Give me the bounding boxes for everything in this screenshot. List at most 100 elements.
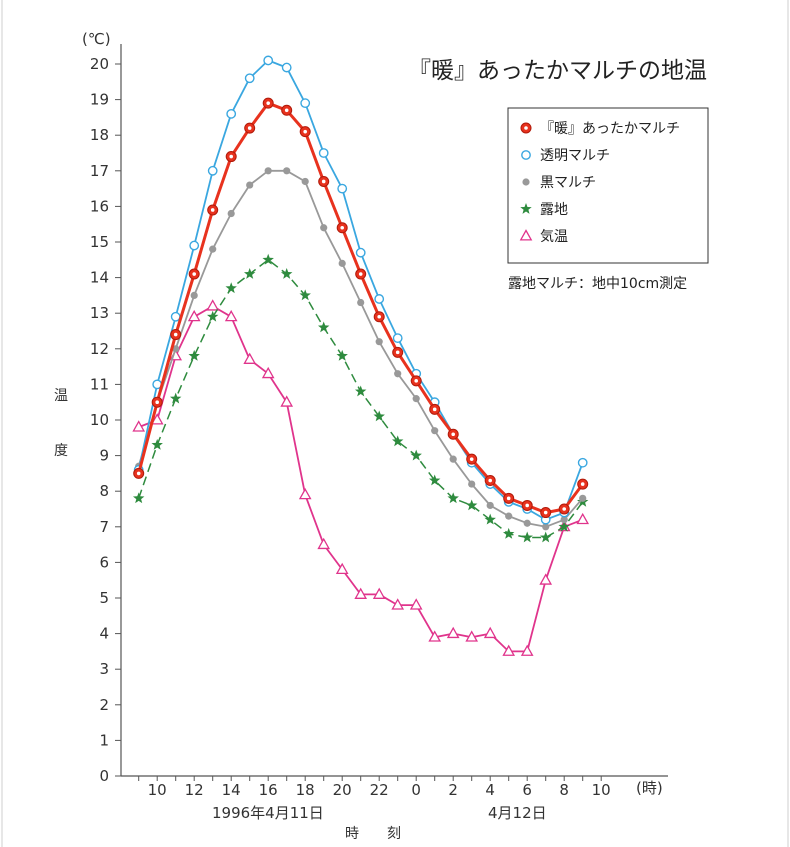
x-tick-label: 16 — [259, 781, 278, 799]
y-tick-label: 17 — [90, 162, 109, 180]
data-point-center — [377, 314, 382, 319]
data-point-center — [358, 272, 363, 276]
data-point — [374, 294, 385, 304]
y-tick-label: 18 — [90, 126, 109, 144]
data-point — [264, 167, 272, 175]
data-point-center — [210, 208, 215, 212]
y-tick-label: 20 — [90, 55, 109, 73]
series-3 — [135, 167, 587, 531]
data-point — [428, 474, 441, 486]
y-axis-title-char-1: 温 — [54, 388, 68, 404]
data-point — [243, 268, 256, 279]
legend-label: 黒マルチ — [540, 175, 596, 191]
x-tick-label: 6 — [522, 781, 532, 799]
y-tick-label: 19 — [90, 91, 109, 109]
data-point-center — [321, 179, 326, 184]
data-point — [317, 537, 331, 550]
data-point — [354, 587, 368, 599]
data-point — [188, 349, 200, 361]
y-axis-title-char-2: 度 — [54, 443, 68, 459]
data-point — [150, 413, 164, 425]
data-point — [484, 513, 496, 525]
y-tick-label: 14 — [90, 269, 109, 287]
data-point — [449, 455, 457, 463]
data-point — [132, 420, 146, 432]
data-point — [187, 309, 201, 322]
data-point — [391, 435, 404, 447]
data-point — [132, 492, 145, 504]
data-point — [521, 531, 533, 543]
legend-marker — [519, 229, 533, 241]
data-point — [317, 321, 330, 333]
legend-marker-center — [524, 126, 528, 130]
date-label-day-1: 1996年4月11日 — [212, 804, 324, 822]
data-point — [190, 291, 198, 299]
x-tick-label: 12 — [185, 781, 204, 799]
legend-marker — [521, 150, 531, 160]
data-point-center — [488, 478, 493, 483]
data-point — [262, 253, 274, 265]
data-point-center — [414, 379, 419, 383]
y-tick-label: 16 — [90, 197, 109, 215]
data-point — [207, 165, 218, 176]
series-line-5 — [138, 305, 584, 653]
legend-marker — [520, 203, 532, 214]
x-axis-title: 時 刻 — [345, 826, 401, 842]
data-point-center — [395, 350, 400, 355]
data-point — [151, 438, 163, 450]
data-point — [505, 512, 513, 520]
y-tick-label: 12 — [90, 340, 109, 358]
data-point — [394, 370, 402, 378]
data-point — [392, 333, 403, 344]
data-point — [539, 531, 552, 543]
series-4 — [132, 253, 589, 543]
data-point-center — [580, 482, 585, 486]
data-point — [226, 108, 237, 119]
data-point — [483, 626, 497, 639]
y-tick-label: 7 — [99, 518, 109, 536]
legend-marker — [522, 178, 530, 186]
y-tick-label: 9 — [99, 447, 109, 465]
data-point — [428, 630, 442, 642]
x-tick-label: 10 — [148, 781, 167, 799]
y-unit-label: (℃) — [82, 30, 111, 48]
data-point — [261, 366, 275, 379]
x-tick-label: 18 — [296, 781, 315, 799]
data-point — [520, 644, 534, 656]
legend-label: 透明マルチ — [540, 148, 610, 164]
y-tick-label: 10 — [90, 411, 109, 429]
data-point — [281, 62, 292, 73]
data-point — [502, 527, 515, 539]
data-point — [446, 626, 460, 639]
legend-label: 露地 — [540, 202, 568, 218]
y-tick-label: 8 — [99, 482, 109, 500]
y-tick-label: 2 — [99, 696, 109, 714]
data-point — [431, 427, 439, 435]
data-point — [560, 516, 568, 524]
data-point — [169, 392, 182, 404]
data-point — [299, 289, 311, 301]
x-tick-label: 20 — [333, 781, 352, 799]
data-point — [298, 487, 312, 500]
data-point-center — [266, 101, 271, 105]
x-tick-label: 8 — [559, 781, 569, 799]
data-point — [354, 385, 367, 397]
data-point-center — [506, 496, 511, 501]
data-point — [373, 410, 385, 422]
legend-box — [507, 107, 709, 264]
chart-title: 『暖』あったかマルチの地温 — [408, 58, 707, 84]
data-point — [301, 177, 309, 186]
y-tick-label: 1 — [99, 731, 109, 749]
y-tick-label: 11 — [90, 375, 109, 393]
x-tick-label: 0 — [411, 781, 421, 799]
data-point — [465, 499, 478, 511]
data-point — [465, 630, 479, 642]
data-point-center — [136, 471, 141, 476]
data-point — [391, 598, 405, 610]
data-point — [579, 494, 587, 502]
data-point — [263, 55, 274, 66]
